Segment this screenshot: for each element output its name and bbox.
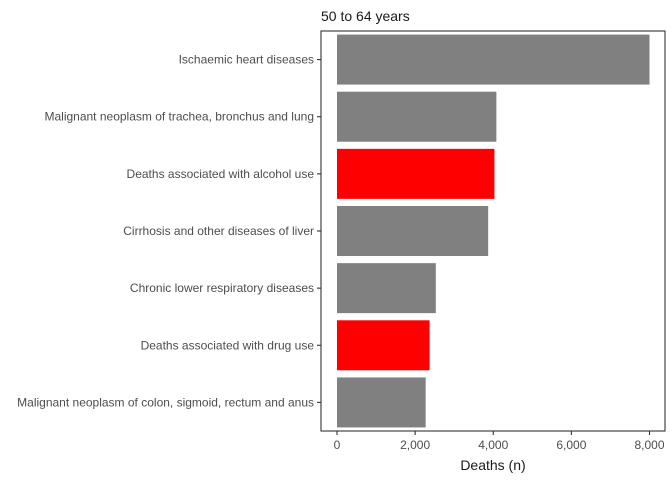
bar-2 xyxy=(337,91,497,142)
category-label: Malignant neoplasm of trachea, bronchus … xyxy=(44,110,314,124)
category-label: Ischaemic heart diseases xyxy=(179,53,314,67)
x-tick-label: 2,000 xyxy=(400,438,430,452)
category-label: Cirrhosis and other diseases of liver xyxy=(123,224,314,238)
bar-3 xyxy=(337,148,495,199)
category-label: Chronic lower respiratory diseases xyxy=(130,281,314,295)
x-axis-ticks: 0 2,000 4,000 6,000 8,000 xyxy=(334,431,665,452)
category-label: Malignant neoplasm of colon, sigmoid, re… xyxy=(17,395,314,409)
x-tick-label: 4,000 xyxy=(478,438,508,452)
bar-6 xyxy=(337,320,430,371)
x-axis-title: Deaths (n) xyxy=(460,457,525,473)
category-labels: Ischaemic heart diseases Malignant neopla… xyxy=(17,53,321,409)
x-tick-label: 0 xyxy=(334,438,341,452)
bar-5 xyxy=(337,263,436,314)
chart-title: 50 to 64 years xyxy=(321,8,410,24)
category-label: Deaths associated with alcohol use xyxy=(127,167,315,181)
x-tick-label: 6,000 xyxy=(556,438,586,452)
bars-group xyxy=(337,34,650,428)
category-label: Deaths associated with drug use xyxy=(141,338,315,352)
x-tick-label: 8,000 xyxy=(634,438,664,452)
bar-4 xyxy=(337,206,489,256)
bar-7 xyxy=(337,377,426,428)
bar-1 xyxy=(337,34,650,85)
